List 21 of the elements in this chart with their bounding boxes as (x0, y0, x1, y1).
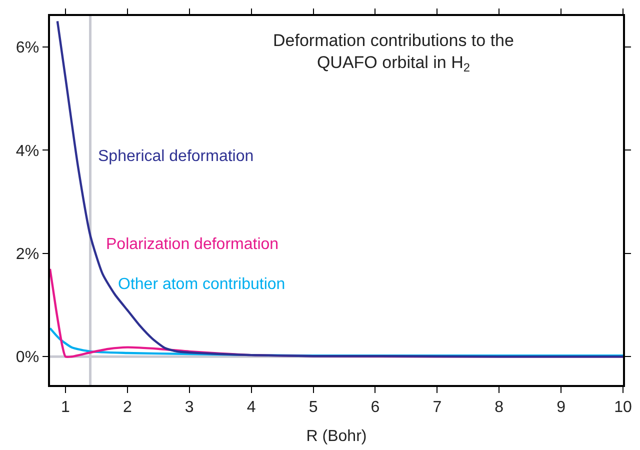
y-tick-label: 4% (16, 142, 40, 160)
x-tick-label: 7 (432, 398, 442, 416)
x-axis-title: R (Bohr) (306, 428, 367, 446)
x-tick-label: 1 (61, 398, 70, 416)
x-tick-label: 2 (122, 398, 132, 416)
x-tick-label: 8 (494, 398, 504, 416)
text: Other atom contribution (118, 276, 286, 293)
series-label: Spherical deformation (98, 148, 254, 165)
y-tick-label: 2% (16, 246, 40, 263)
line-series (50, 327, 623, 357)
y-tick-label: 0% (16, 349, 40, 366)
x-tick-label: 6 (370, 398, 380, 416)
x-tick-label: 10 (614, 398, 632, 416)
text: Polarization deformation (106, 236, 279, 253)
y-tick-label: 6% (16, 40, 40, 57)
line-series (56, 20, 623, 358)
x-tick-label: 9 (556, 398, 566, 416)
x-tick-label: 4 (246, 398, 256, 416)
text: Deformation contributions to the QUAFO orbital in H$_{2}$ (273, 31, 514, 75)
x-tick-label: 3 (184, 398, 194, 416)
x-tick-label: 5 (308, 398, 318, 416)
